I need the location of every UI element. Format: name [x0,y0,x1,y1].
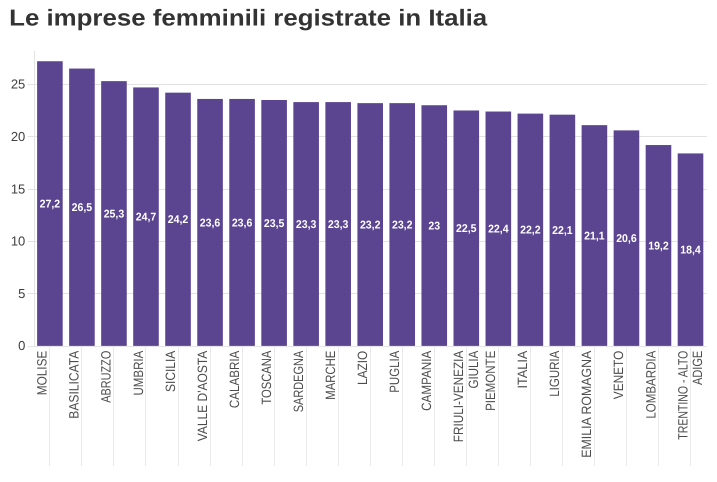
svg-text:ADIGE: ADIGE [690,351,705,385]
svg-text:MOLISE: MOLISE [35,351,50,396]
svg-text:22,4: 22,4 [488,224,509,236]
svg-text:TRENTINO - ALTO: TRENTINO - ALTO [675,351,690,440]
svg-text:23: 23 [428,220,440,232]
svg-text:PUGLIA: PUGLIA [387,351,402,393]
svg-text:10: 10 [11,234,25,249]
svg-text:22,2: 22,2 [520,225,541,237]
svg-text:23,3: 23,3 [328,219,349,231]
svg-text:23,5: 23,5 [264,218,285,230]
svg-text:PIEMONTE: PIEMONTE [483,351,498,411]
svg-text:23,2: 23,2 [392,219,413,231]
svg-text:22,5: 22,5 [456,223,477,235]
svg-text:EMILIA ROMAGNA: EMILIA ROMAGNA [579,351,594,458]
svg-text:ABRUZZO: ABRUZZO [99,351,114,403]
svg-text:VENETO: VENETO [611,351,626,400]
svg-text:BASILICATA: BASILICATA [67,351,82,419]
svg-text:23,6: 23,6 [200,217,221,229]
svg-text:LOMBARDIA: LOMBARDIA [643,351,658,419]
svg-text:22,1: 22,1 [552,225,573,237]
svg-text:15: 15 [11,181,25,196]
svg-text:GIULIA: GIULIA [466,351,481,389]
svg-text:CAMPANIA: CAMPANIA [419,351,434,411]
svg-text:25,3: 25,3 [104,208,125,220]
svg-text:CALABRIA: CALABRIA [227,351,242,408]
svg-text:0: 0 [18,338,25,353]
svg-text:19,2: 19,2 [648,240,669,252]
svg-text:23,2: 23,2 [360,219,381,231]
svg-text:MARCHE: MARCHE [323,351,338,400]
svg-text:SICILIA: SICILIA [163,351,178,392]
svg-text:5: 5 [18,286,25,301]
svg-text:24,7: 24,7 [136,212,157,224]
svg-text:20: 20 [11,129,25,144]
svg-text:FRIULI-VENEZIA: FRIULI-VENEZIA [451,351,466,443]
svg-text:18,4: 18,4 [680,245,701,257]
svg-text:VALLE D'AOSTA: VALLE D'AOSTA [195,351,210,442]
svg-text:26,5: 26,5 [72,202,93,214]
svg-text:TOSCANA: TOSCANA [259,351,274,405]
svg-text:25: 25 [11,77,25,92]
svg-text:ITALIA: ITALIA [515,351,530,389]
svg-text:LIGURIA: LIGURIA [547,351,562,397]
svg-text:21,1: 21,1 [584,230,605,242]
svg-text:23,3: 23,3 [296,219,317,231]
svg-text:23,6: 23,6 [232,217,253,229]
svg-text:20,6: 20,6 [616,233,637,245]
svg-text:Le imprese femminili registrat: Le imprese femminili registrate in Itali… [9,4,487,30]
svg-text:24,2: 24,2 [168,214,189,226]
svg-text:SARDEGNA: SARDEGNA [291,351,306,413]
svg-text:LAZIO: LAZIO [355,351,370,385]
svg-text:27,2: 27,2 [40,198,61,210]
svg-text:UMBRIA: UMBRIA [131,351,146,396]
